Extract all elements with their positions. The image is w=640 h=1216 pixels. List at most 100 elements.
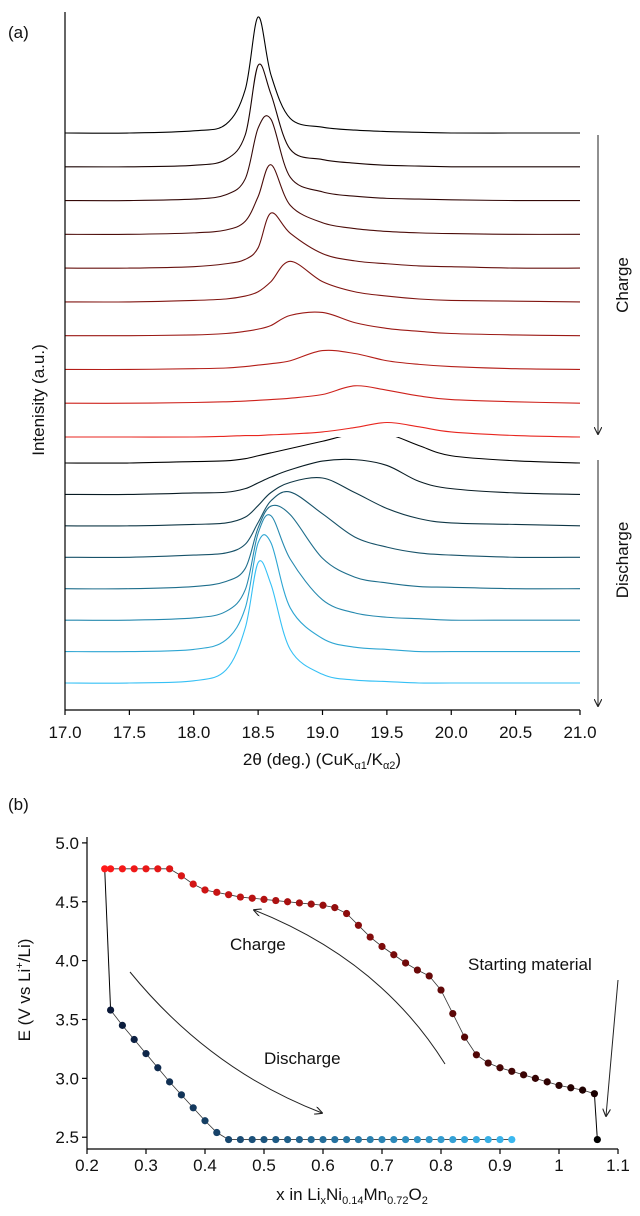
data-point [484, 1135, 492, 1144]
data-point [260, 1135, 268, 1144]
data-point [378, 1135, 386, 1144]
data-point [354, 921, 362, 929]
data-point [331, 1135, 339, 1144]
annotation: Charge [230, 935, 286, 954]
data-point [213, 1128, 221, 1137]
x-tick-label: 19.0 [306, 723, 339, 742]
xrd-curve [64, 212, 581, 269]
data-point [154, 1064, 162, 1072]
label-part: 2θ (deg.) (CuK [243, 750, 355, 769]
xrd-curve [65, 421, 581, 438]
xrd-curve [64, 260, 581, 303]
data-point [107, 1006, 115, 1014]
data-point [366, 933, 374, 941]
data-point [390, 1135, 398, 1144]
arrow [606, 979, 619, 1116]
data-point [461, 1135, 469, 1144]
y-axis-label: E (V vs Li+/Li) [14, 939, 34, 1042]
data-point [402, 959, 410, 967]
data-point [520, 1071, 528, 1079]
data-point [331, 904, 339, 912]
data-point [236, 1135, 244, 1144]
data-point [236, 893, 244, 901]
label-part: ) [395, 750, 401, 769]
data-point [225, 1135, 233, 1144]
xrd-curve [64, 115, 581, 202]
data-point [366, 1135, 374, 1144]
label-part: Ni [326, 1185, 342, 1204]
data-point [272, 1135, 280, 1144]
y-tick-label: 2.5 [55, 1128, 79, 1147]
data-point [142, 865, 150, 873]
data-point [118, 1021, 126, 1029]
data-point [425, 1135, 433, 1144]
data-point [343, 909, 351, 918]
data-point [472, 1135, 480, 1144]
x-tick-label: 19.5 [370, 723, 403, 742]
data-point [213, 888, 221, 896]
xrd-curve [64, 560, 580, 684]
data-point [107, 865, 115, 873]
data-point [413, 966, 421, 974]
x-tick-label: 0.5 [252, 1156, 276, 1175]
data-point [508, 1135, 516, 1144]
label-part: Mn [364, 1185, 388, 1204]
data-point [496, 1064, 504, 1072]
data-point [437, 986, 445, 994]
data-point [567, 1084, 575, 1092]
y-tick-label: 4.0 [55, 952, 79, 971]
xrd-curve [64, 514, 580, 621]
data-point [593, 1135, 601, 1144]
label-part: O [409, 1185, 422, 1204]
data-point [225, 891, 233, 899]
data-point [449, 1010, 457, 1018]
connector [104, 868, 112, 1011]
x-tick-label: 0.3 [134, 1156, 158, 1175]
data-point [437, 1135, 445, 1144]
data-point [579, 1086, 587, 1094]
x-tick-label: 0.8 [429, 1156, 453, 1175]
data-point [177, 1091, 185, 1099]
data-point [508, 1067, 516, 1075]
data-point [189, 880, 197, 888]
xrd-curve [64, 504, 581, 590]
data-point [543, 1078, 551, 1086]
data-point [307, 900, 315, 908]
data-point [295, 1135, 303, 1144]
data-point [201, 886, 209, 894]
x-tick-label: 20.0 [435, 723, 468, 742]
x-tick-label: 17.5 [113, 723, 146, 742]
data-point [413, 1135, 421, 1144]
label-part: /K [367, 750, 384, 769]
arrow [254, 910, 446, 1065]
data-point [319, 1135, 327, 1144]
xrd-curve [64, 164, 581, 235]
panel-b: (b) E (V vs Li+/Li) x in LixNi0.14Mn0.72… [8, 795, 630, 1207]
data-point [130, 865, 138, 873]
panel-a: (a) Intenisity (a.u.) 2θ (deg.) (CuKα1/K… [8, 12, 632, 772]
data-point [177, 872, 185, 880]
x-tick-label: 0.7 [370, 1156, 394, 1175]
data-point [284, 1135, 292, 1144]
data-point [295, 899, 303, 907]
data-point [531, 1074, 540, 1082]
connector [593, 1093, 598, 1140]
xrd-curve [64, 458, 581, 496]
y-tick-label: 3.5 [55, 1010, 79, 1029]
series-line [104, 868, 595, 1095]
data-point [354, 1135, 362, 1144]
x-axis-label: x in LixNi0.14Mn0.72O2 [276, 1185, 428, 1207]
data-point [272, 896, 280, 905]
x-tick-label: 0.6 [311, 1156, 335, 1175]
label-sub: α1 [354, 760, 366, 772]
x-tick-label: 0.4 [193, 1156, 217, 1175]
annotation: Charge [613, 257, 632, 313]
data-point [201, 1117, 209, 1125]
data-point [590, 1090, 599, 1098]
x-tick-label: 1 [554, 1156, 563, 1175]
xrd-curve [64, 385, 581, 404]
x-tick-label: 0.2 [75, 1156, 99, 1175]
data-point [402, 1135, 410, 1144]
data-point [390, 951, 398, 959]
xrd-curve [64, 16, 580, 134]
